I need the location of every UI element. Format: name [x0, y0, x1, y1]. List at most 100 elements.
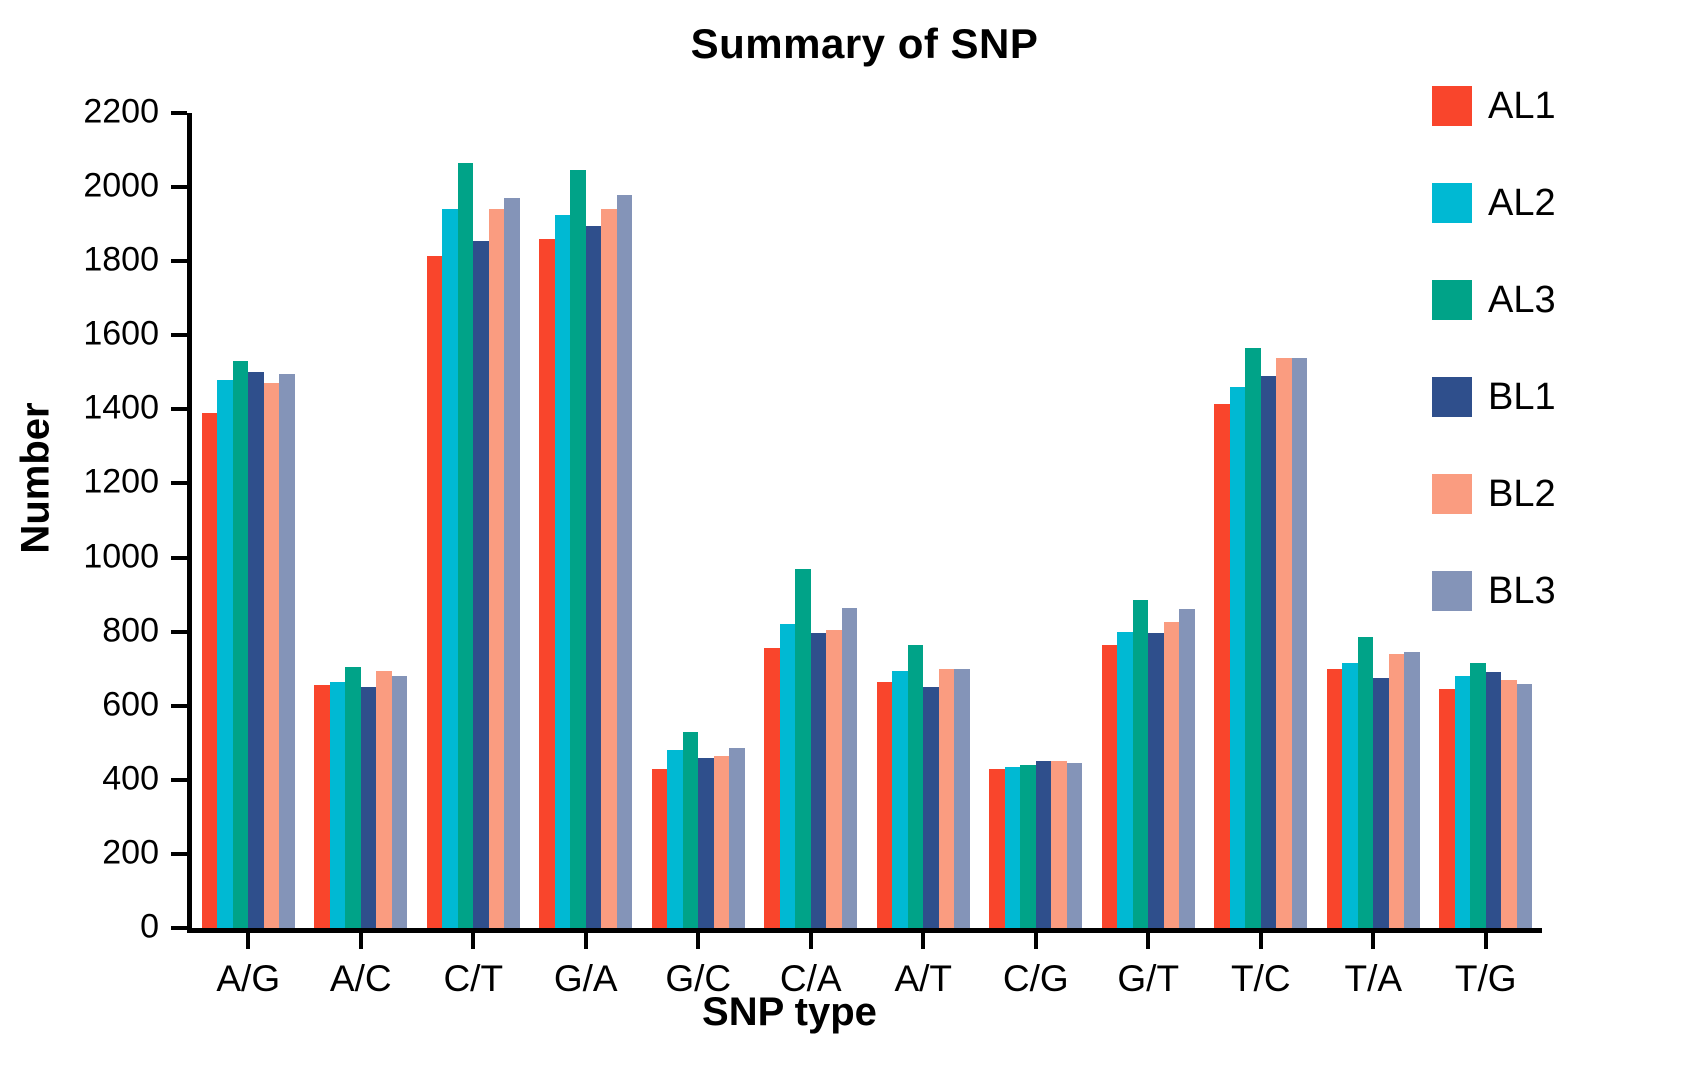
x-tick-label: A/T: [894, 958, 953, 999]
bar-AL1-CG: [989, 768, 1005, 928]
legend-item-AL1: AL1: [1432, 86, 1556, 126]
x-tick-label: C/G: [1002, 958, 1069, 999]
bar-AL2-AC: [329, 681, 346, 928]
bar-AL3-GC: [682, 731, 699, 928]
bar-AL3-TG: [1470, 663, 1486, 928]
x-axis-tick: [358, 933, 363, 949]
y-axis-tick: [171, 851, 187, 856]
legend-label: BL3: [1488, 570, 1556, 612]
bar-AL1-GC: [651, 768, 668, 928]
bar-AL1-CT: [426, 255, 443, 928]
x-tick-label: T/C: [1230, 958, 1291, 999]
y-tick-label: 1600: [83, 314, 159, 353]
bar-BL3-GT: [1179, 609, 1195, 928]
bar-AL1-GT: [1101, 644, 1118, 928]
legend-item-BL3: BL3: [1432, 571, 1556, 611]
x-axis-title: SNP type: [702, 990, 877, 1034]
bar-AL2-AT: [892, 670, 908, 928]
x-axis-tick: [1146, 933, 1151, 949]
bar-AL2-CA: [779, 624, 796, 928]
bar-BL1-AG: [248, 372, 264, 928]
bar-BL2-TA: [1388, 653, 1405, 928]
bar-BL1-AC: [360, 687, 377, 928]
bar-BL3-TA: [1404, 652, 1420, 928]
bar-BL3-GA: [616, 194, 633, 928]
legend-item-BL1: BL1: [1432, 377, 1556, 417]
x-axis-tick: [1483, 933, 1488, 949]
y-axis-tick: [171, 407, 187, 412]
plot-area: 0 200 400 600 800 1000 1200 1400 1600 1800 2000 220…: [83, 93, 1542, 999]
bar-BL2-CG: [1051, 761, 1067, 928]
y-axis-tick: [171, 703, 187, 708]
bar-BL2-CT: [488, 209, 505, 928]
y-tick-label: 1000: [83, 537, 159, 576]
y-axis-tick: [171, 926, 187, 930]
bar-AL2-TA: [1342, 663, 1358, 928]
y-tick-label: 2000: [83, 166, 159, 205]
bar-BL1-CT: [473, 240, 489, 928]
x-axis-tick: [1258, 933, 1263, 949]
bar-AL2-CT: [442, 209, 458, 928]
y-tick-label: 1800: [83, 240, 159, 279]
bar-AL2-GA: [554, 214, 571, 928]
x-tick-label: G/T: [1117, 958, 1180, 999]
bar-AL3-AG: [232, 361, 249, 928]
bar-AL3-AT: [907, 644, 924, 928]
legend-label: BL2: [1488, 473, 1556, 515]
legend-swatch-icon: [1432, 86, 1472, 126]
y-axis-tick: [171, 185, 187, 190]
x-axis-tick: [921, 933, 926, 949]
bar-AL3-CA: [795, 568, 811, 928]
bar-AL2-GT: [1117, 631, 1133, 928]
bar-BL3-GC: [729, 748, 745, 928]
bar-AL1-TC: [1214, 403, 1230, 928]
x-axis-tick: [1371, 933, 1376, 949]
legend-label: BL1: [1488, 376, 1556, 418]
y-tick-label: 1400: [83, 389, 159, 428]
x-axis-tick: [696, 933, 701, 949]
legend-label: AL2: [1488, 182, 1556, 224]
legend-swatch-icon: [1432, 474, 1472, 514]
legend-label: AL1: [1488, 85, 1556, 127]
x-axis-tick: [1033, 933, 1038, 949]
legend: AL1 AL2 AL3 BL1 BL2 BL3: [1432, 86, 1556, 611]
bar-BL1-GC: [698, 757, 714, 928]
y-tick-label: 600: [102, 685, 159, 724]
legend-swatch-icon: [1432, 377, 1472, 417]
y-axis-tick: [171, 555, 187, 560]
bar-BL1-GA: [585, 225, 602, 928]
bar-BL2-CA: [826, 629, 842, 928]
bar-BL2-GC: [713, 755, 730, 928]
bar-BL3-CG: [1066, 763, 1083, 928]
bar-AL1-AC: [314, 685, 330, 928]
y-tick-label: 1200: [83, 463, 159, 502]
y-tick-label: 0: [140, 907, 159, 946]
y-axis-tick: [171, 777, 187, 782]
bar-AL1-GA: [539, 238, 555, 928]
bar-BL2-GA: [601, 209, 617, 928]
y-tick-label: 800: [102, 611, 159, 650]
x-tick-label: A/C: [329, 958, 392, 999]
bar-BL3-AG: [279, 374, 295, 928]
bar-AL2-AG: [217, 379, 233, 928]
bar-BL1-TG: [1485, 672, 1502, 928]
chart-title: Summary of SNP: [690, 20, 1039, 67]
bar-BL2-TC: [1276, 357, 1292, 928]
bar-BL1-CG: [1035, 761, 1052, 928]
bar-AL2-TC: [1229, 387, 1246, 928]
bar-AL3-GT: [1132, 600, 1149, 928]
y-tick-label: 400: [102, 759, 159, 798]
x-tick-label: G/C: [665, 958, 732, 999]
legend-item-AL3: AL3: [1432, 280, 1556, 320]
x-tick-label: T/A: [1344, 958, 1403, 999]
bar-AL3-CG: [1020, 765, 1036, 928]
legend-swatch-icon: [1432, 571, 1472, 611]
x-tick-label: C/T: [443, 958, 504, 999]
y-axis-tick: [171, 629, 187, 634]
bar-AL1-CA: [764, 648, 780, 928]
x-tick-label: T/G: [1454, 958, 1517, 999]
bar-BL1-TC: [1260, 376, 1277, 928]
y-tick-label: 2200: [83, 92, 159, 131]
y-axis-tick: [171, 333, 187, 338]
legend-item-BL2: BL2: [1432, 474, 1556, 514]
